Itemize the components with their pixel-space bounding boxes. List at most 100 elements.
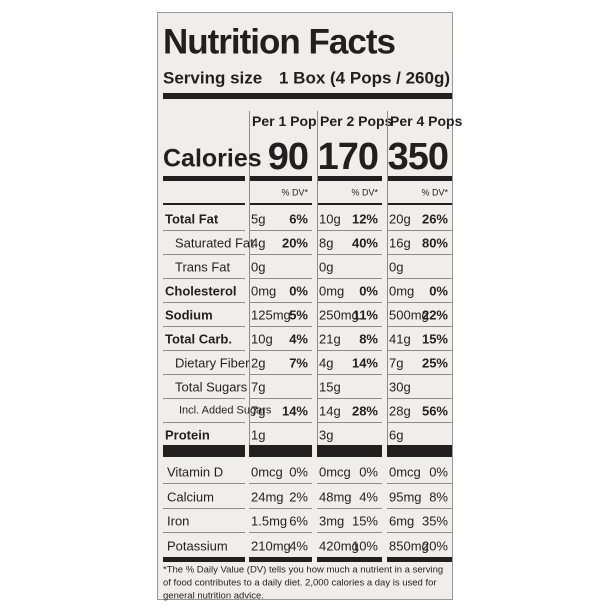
- amount: 48mg: [319, 489, 352, 504]
- nutrition-label: Nutrition Facts Serving size 1 Box (4 Pops…: [157, 12, 462, 602]
- row-rule: [317, 398, 382, 399]
- rule-bar: [317, 176, 382, 181]
- amount: 41g: [389, 331, 411, 347]
- dv-header: % DV*: [351, 187, 378, 198]
- amount: 2g: [251, 355, 266, 371]
- rule-bar: [317, 203, 382, 205]
- row-rule: [249, 302, 312, 303]
- amount: 20g: [389, 211, 411, 227]
- amount: 0mcg: [389, 464, 421, 480]
- amount: 5g: [251, 211, 266, 227]
- row-rule: [387, 254, 452, 255]
- row-rule: [249, 532, 312, 533]
- row-rule: [387, 422, 452, 423]
- daily-value: 15%: [351, 513, 378, 529]
- daily-value: 15%: [421, 331, 448, 347]
- daily-value: 14%: [351, 355, 378, 371]
- nutrient-name: Potassium: [167, 538, 228, 553]
- amount: 0mcg: [251, 464, 283, 480]
- amount: 16g: [389, 235, 411, 251]
- dv-header: % DV*: [281, 187, 308, 198]
- nutrient-name: Total Carb.: [165, 331, 232, 347]
- daily-value: 25%: [421, 355, 448, 371]
- rule-bar: [387, 176, 452, 181]
- amount: 4g: [319, 355, 334, 371]
- row-rule: [387, 230, 452, 231]
- row-rule: [317, 350, 382, 351]
- row-rule: [387, 302, 452, 303]
- row-rule: [387, 350, 452, 351]
- daily-value: 0%: [359, 464, 378, 480]
- daily-value: 0%: [289, 464, 308, 480]
- row-rule: [249, 483, 312, 484]
- row-rule: [249, 398, 312, 399]
- row-rule: [387, 483, 452, 484]
- row-rule: [317, 254, 382, 255]
- daily-value: 80%: [421, 235, 448, 251]
- amount: 0g: [389, 259, 404, 275]
- rule-bar: [163, 93, 452, 99]
- rule-bar: [387, 557, 452, 562]
- daily-value: 7%: [289, 355, 308, 371]
- row-rule: [249, 278, 312, 279]
- daily-value: 6%: [289, 211, 308, 227]
- amount: 3g: [319, 427, 334, 443]
- row-rule: [387, 507, 452, 509]
- daily-value: 0%: [429, 464, 448, 480]
- amount: 250mg: [319, 307, 359, 323]
- calories-value: 170: [317, 136, 379, 178]
- row-rule: [249, 254, 312, 255]
- nutrient-name: Iron: [167, 513, 190, 529]
- daily-value: 6%: [289, 513, 308, 529]
- amount: 0mg: [251, 283, 277, 299]
- rule-bar: [317, 557, 382, 562]
- rule-bar: [249, 445, 312, 457]
- row-rule: [317, 532, 382, 533]
- amount: 0g: [319, 259, 334, 275]
- daily-value: 22%: [421, 307, 448, 323]
- amount: 21g: [319, 331, 341, 347]
- row-rule: [317, 111, 318, 456]
- row-rule: [249, 326, 312, 327]
- daily-value: 20%: [421, 538, 448, 553]
- daily-value: 20%: [281, 235, 308, 251]
- amount: 0mg: [389, 283, 415, 299]
- nutrient-name: Sodium: [165, 307, 213, 323]
- amount: 7g: [251, 379, 266, 395]
- daily-value: 5%: [289, 307, 308, 323]
- amount: 30g: [389, 379, 411, 395]
- daily-value: 4%: [359, 489, 378, 504]
- rule-bar: [163, 557, 245, 562]
- amount: 7g: [251, 403, 266, 419]
- row-rule: [317, 302, 382, 303]
- amount: 210mg: [251, 538, 291, 553]
- daily-value: 10%: [351, 538, 378, 553]
- row-rule: [163, 422, 245, 423]
- daily-value: 11%: [352, 307, 378, 323]
- calories-value: 90: [267, 136, 309, 178]
- amount: 6g: [389, 427, 404, 443]
- row-rule: [249, 230, 312, 231]
- column-header: Per 4 Pops: [390, 113, 463, 129]
- amount: 0g: [251, 259, 266, 275]
- row-rule: [163, 326, 245, 327]
- amount: 15g: [319, 379, 341, 395]
- daily-value: 28%: [351, 403, 378, 419]
- nutrient-name: Vitamin D: [167, 464, 224, 480]
- amount: 10g: [319, 211, 341, 227]
- amount: 125mg: [251, 307, 291, 323]
- amount: 420mg: [319, 538, 359, 553]
- amount: 4g: [251, 235, 266, 251]
- footnote: *The % Daily Value (DV) tells you how mu…: [163, 564, 444, 602]
- nutrient-name: Protein: [165, 427, 210, 443]
- amount: 95mg: [389, 489, 422, 504]
- amount: 7g: [389, 355, 404, 371]
- row-rule: [387, 326, 452, 327]
- daily-value: 4%: [289, 331, 308, 347]
- row-rule: [249, 422, 312, 423]
- column-header: Per 2 Pops: [320, 113, 393, 129]
- row-rule: [249, 111, 250, 456]
- amount: 6mg: [389, 513, 415, 529]
- daily-value: 35%: [421, 513, 448, 529]
- nutrient-name: Dietary Fiber: [175, 355, 250, 371]
